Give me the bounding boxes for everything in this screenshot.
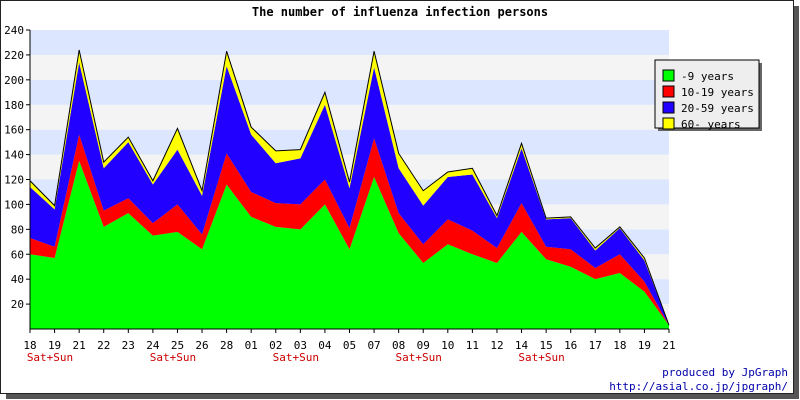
x-tick-label: 03: [294, 339, 307, 352]
x-tick-label: 19: [638, 339, 651, 352]
weekend-label: Sat+Sun: [150, 351, 196, 364]
legend-label: 20-59 years: [681, 102, 754, 115]
x-tick-label: 12: [490, 339, 503, 352]
series-area-10-19-years: [30, 134, 669, 326]
chart-title: The number of influenza infection person…: [252, 5, 548, 19]
legend-swatch: [662, 85, 675, 98]
x-tick-label: 25: [171, 339, 184, 352]
y-tick-label: 200: [4, 74, 24, 87]
series-area--9-years: [30, 160, 669, 329]
series-area-20-59-years: [30, 62, 669, 326]
x-tick-label: 21: [662, 339, 675, 352]
x-tick-label: 17: [589, 339, 602, 352]
series-area-60-years: [30, 49, 669, 326]
frame-shadow-bottom: [6, 394, 799, 399]
legend-label: 60- years: [681, 118, 741, 131]
x-tick-label: 18: [23, 339, 36, 352]
weekend-label: Sat+Sun: [518, 351, 564, 364]
y-tick-label: 180: [4, 99, 24, 112]
credit-line-2: http://asial.co.jp/jpgraph/: [609, 380, 788, 393]
legend-label: 10-19 years: [681, 86, 754, 99]
x-tick-label: 14: [515, 339, 529, 352]
frame-shadow-right: [794, 6, 799, 398]
grid-band: [30, 54, 669, 80]
weekend-label: Sat+Sun: [27, 351, 73, 364]
legend-swatch: [662, 101, 675, 114]
y-tick-label: 60: [11, 248, 24, 261]
x-tick-label: 28: [220, 339, 233, 352]
y-tick-label: 120: [4, 174, 24, 187]
x-tick-label: 01: [245, 339, 258, 352]
x-tick-label: 24: [146, 339, 160, 352]
x-tick-label: 18: [613, 339, 626, 352]
x-tick-label: 19: [48, 339, 61, 352]
grid-band: [30, 79, 669, 105]
legend-swatch: [662, 69, 675, 82]
y-tick-label: 40: [11, 273, 24, 286]
x-tick-label: 07: [367, 339, 380, 352]
x-tick-label: 11: [466, 339, 479, 352]
weekend-label: Sat+Sun: [395, 351, 441, 364]
total-outline: [29, 49, 670, 326]
x-tick-label: 05: [343, 339, 356, 352]
y-tick-label: 240: [4, 24, 24, 37]
x-tick-label: 15: [539, 339, 552, 352]
x-tick-label: 09: [417, 339, 430, 352]
x-tick-label: 04: [318, 339, 332, 352]
y-tick-label: 100: [4, 198, 24, 211]
legend-label: -9 years: [681, 70, 734, 83]
x-tick-label: 21: [73, 339, 86, 352]
x-tick-label: 16: [564, 339, 577, 352]
legend: -9 years 10-19 years 20-59 years 60- years: [654, 59, 762, 131]
x-tick-label: 22: [97, 339, 110, 352]
y-tick-label: 20: [11, 298, 24, 311]
credit-line-1: produced by JpGraph: [662, 366, 788, 379]
y-tick-label: 160: [4, 124, 24, 137]
stacked-areas: [29, 49, 670, 329]
y-tick-label: 220: [4, 49, 24, 62]
x-tick-label: 26: [195, 339, 208, 352]
grid-band: [30, 30, 669, 55]
x-tick-label: 08: [392, 339, 405, 352]
x-tick-label: 10: [441, 339, 454, 352]
y-tick-label: 140: [4, 149, 24, 162]
grid-band: [30, 104, 669, 130]
axes: 20 40 60 80 100 120 140 160 180 200 220 240 18 19 21 22…: [4, 24, 676, 364]
x-tick-label: 23: [122, 339, 135, 352]
legend-swatch: [662, 117, 675, 130]
grid-band: [30, 129, 669, 155]
weekend-label: Sat+Sun: [273, 351, 319, 364]
y-tick-label: 80: [11, 223, 24, 236]
x-tick-label: 02: [269, 339, 282, 352]
